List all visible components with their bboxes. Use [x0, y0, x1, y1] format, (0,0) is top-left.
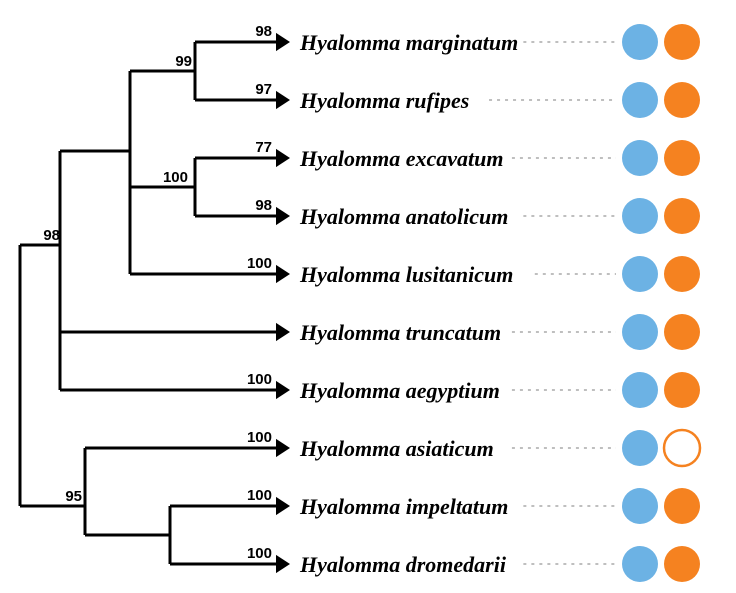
clade-triangle-icon — [276, 207, 290, 225]
clade-triangle-icon — [276, 497, 290, 515]
clade-triangle-icon — [276, 555, 290, 573]
taxon-label: Hyalomma aegyptium — [299, 378, 500, 403]
trait-circle-orange — [664, 430, 700, 466]
bootstrap-value: 100 — [247, 371, 272, 388]
trait-circle-blue — [622, 256, 658, 292]
bootstrap-value: 100 — [247, 255, 272, 272]
bootstrap-value: 95 — [65, 488, 82, 505]
trait-circle-orange — [664, 546, 700, 582]
taxon-label: Hyalomma excavatum — [299, 146, 503, 171]
trait-circle-orange — [664, 488, 700, 524]
taxon-label: Hyalomma rufipes — [299, 88, 469, 113]
bootstrap-value: 77 — [255, 139, 272, 156]
trait-circle-blue — [622, 314, 658, 350]
trait-circle-orange — [664, 372, 700, 408]
trait-circle-blue — [622, 82, 658, 118]
trait-circle-blue — [622, 488, 658, 524]
trait-circle-blue — [622, 430, 658, 466]
taxon-label: Hyalomma lusitanicum — [299, 262, 513, 287]
taxon-label: Hyalomma asiaticum — [299, 436, 494, 461]
bootstrap-value: 99 — [175, 53, 192, 70]
bootstrap-value: 100 — [247, 487, 272, 504]
clade-triangle-icon — [276, 91, 290, 109]
bootstrap-value: 98 — [255, 197, 272, 214]
trait-circle-blue — [622, 372, 658, 408]
clade-triangle-icon — [276, 265, 290, 283]
clade-triangle-icon — [276, 381, 290, 399]
taxon-label: Hyalomma dromedarii — [299, 552, 507, 577]
taxon-label: Hyalomma truncatum — [299, 320, 501, 345]
trait-circle-blue — [622, 140, 658, 176]
trait-circle-orange — [664, 198, 700, 234]
bootstrap-value: 100 — [247, 545, 272, 562]
bootstrap-value: 100 — [247, 429, 272, 446]
trait-circle-orange — [664, 82, 700, 118]
trait-circle-orange — [664, 256, 700, 292]
phylogenetic-tree: 98 99 100 95 98 Hyalomma marginatum 97 Hyalomma… — [0, 0, 736, 593]
taxon-label: Hyalomma marginatum — [299, 30, 518, 55]
clade-triangle-icon — [276, 33, 290, 51]
trait-circle-blue — [622, 24, 658, 60]
trait-circle-orange — [664, 140, 700, 176]
trait-circle-orange — [664, 314, 700, 350]
trait-circle-orange — [664, 24, 700, 60]
bootstrap-value: 97 — [255, 81, 272, 98]
bootstrap-value: 98 — [43, 227, 60, 244]
bootstrap-value: 98 — [255, 23, 272, 40]
taxon-label: Hyalomma impeltatum — [299, 494, 508, 519]
trait-circle-blue — [622, 198, 658, 234]
clade-triangle-icon — [276, 439, 290, 457]
clade-triangle-icon — [276, 149, 290, 167]
taxon-label: Hyalomma anatolicum — [299, 204, 508, 229]
trait-circle-blue — [622, 546, 658, 582]
clade-triangle-icon — [276, 323, 290, 341]
bootstrap-value: 100 — [163, 169, 188, 186]
